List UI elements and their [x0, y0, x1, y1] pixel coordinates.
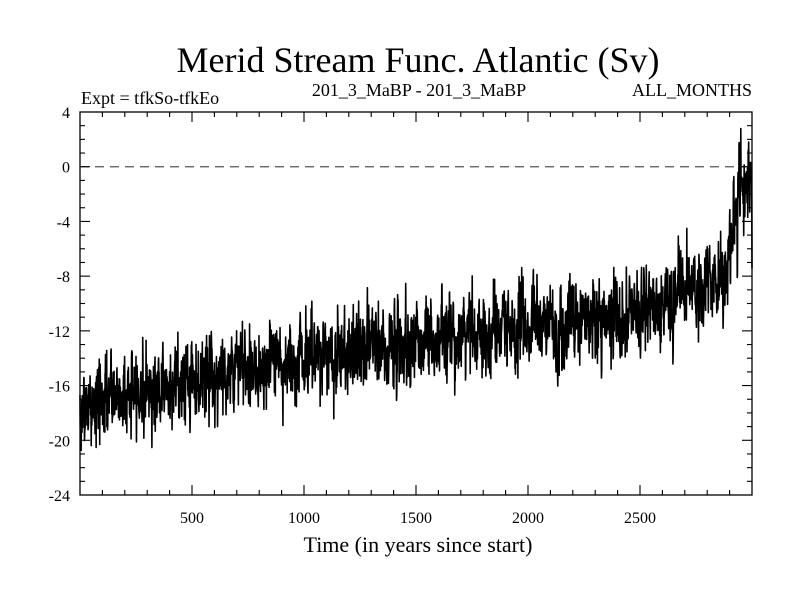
- x-axis-label: Time (in years since start): [304, 532, 533, 557]
- y-tick-label: -24: [49, 488, 70, 505]
- x-axis: 500 1000 1500 2000 2500: [101, 112, 731, 527]
- x-tick-label: 500: [180, 510, 204, 527]
- series-line: [79, 127, 753, 452]
- y-tick-label: -16: [49, 379, 70, 396]
- y-tick-label: -12: [49, 324, 70, 341]
- months-label: ALL_MONTHS: [632, 80, 752, 100]
- y-tick-label: 4: [62, 105, 70, 122]
- plot-area: [79, 111, 753, 496]
- x-tick-label: 1500: [400, 510, 432, 527]
- y-tick-label: -20: [49, 433, 70, 450]
- x-tick-label: 2500: [624, 510, 656, 527]
- y-tick-label: 0: [62, 160, 70, 177]
- x-tick-label: 1000: [288, 510, 320, 527]
- period-label: 201_3_MaBP - 201_3_MaBP: [312, 80, 526, 100]
- y-axis: 4 0 -4 -8 -12 -16 -20 -24: [49, 105, 752, 505]
- experiment-label: Expt = tfkSo-tfkEo: [81, 88, 219, 108]
- x-tick-label: 2000: [512, 510, 544, 527]
- chart-title: Merid Stream Func. Atlantic (Sv): [177, 40, 660, 80]
- y-tick-label: -8: [57, 269, 70, 286]
- y-tick-label: -4: [57, 214, 70, 231]
